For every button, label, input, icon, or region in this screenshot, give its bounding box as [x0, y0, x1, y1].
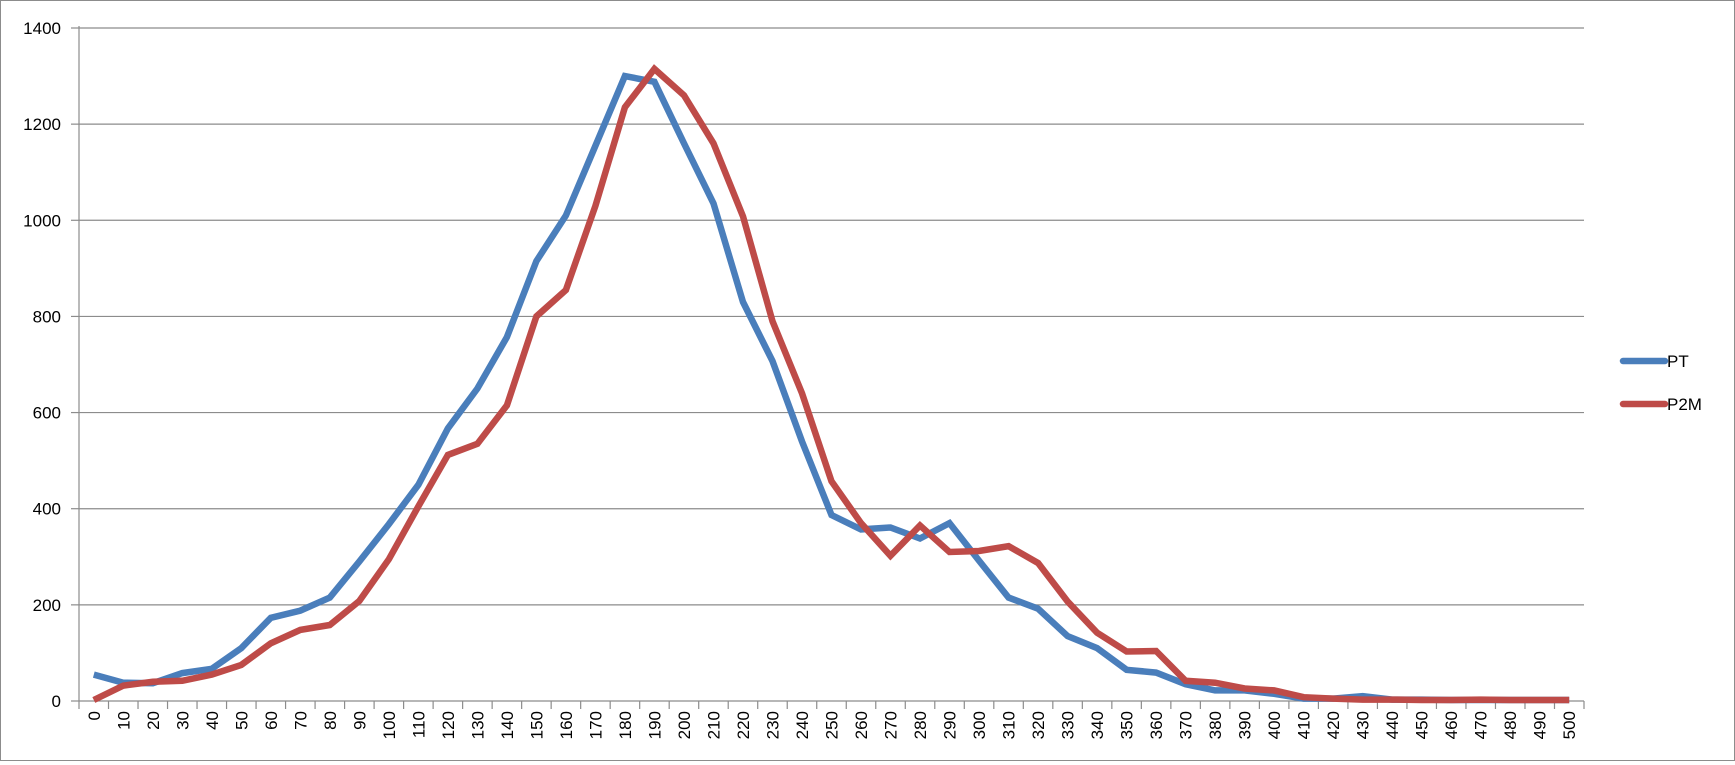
x-tick-label: 250: [823, 711, 842, 739]
x-tick-label: 280: [911, 711, 930, 739]
x-tick-label: 240: [793, 711, 812, 739]
x-tick-label: 80: [321, 711, 340, 730]
series-line-pt: [92, 72, 1570, 704]
x-tick-label: 340: [1088, 711, 1107, 739]
x-tick-label: 50: [232, 711, 251, 730]
x-tick-label: 100: [380, 711, 399, 739]
x-tick-label: 430: [1354, 711, 1373, 739]
x-tick-label: 0: [85, 711, 104, 720]
y-tick-label: 400: [33, 500, 61, 519]
x-tick-label: 470: [1472, 711, 1491, 739]
gridlines: [79, 27, 1584, 606]
x-tick-label: 140: [498, 711, 517, 739]
x-tick-label: 160: [557, 711, 576, 739]
x-tick-label: 30: [173, 711, 192, 730]
x-tick-label: 190: [645, 711, 664, 739]
x-tick-label: 330: [1059, 711, 1078, 739]
legend-label: P2M: [1667, 395, 1702, 414]
y-tick-label: 1200: [23, 115, 61, 134]
x-tick-label: 10: [114, 711, 133, 730]
x-tick-label: 350: [1118, 711, 1137, 739]
y-tick-label: 0: [52, 692, 61, 711]
x-tick-label: 210: [704, 711, 723, 739]
x-tick-label: 460: [1442, 711, 1461, 739]
series-line-p2m: [92, 64, 1570, 704]
x-tick-label: 400: [1265, 711, 1284, 739]
x-tick-label: 450: [1413, 711, 1432, 739]
x-tick-label: 90: [350, 711, 369, 730]
x-tick-label: 480: [1501, 711, 1520, 739]
x-tick-label: 420: [1324, 711, 1343, 739]
x-tick-label: 180: [616, 711, 635, 739]
y-tick-label: 200: [33, 596, 61, 615]
x-tick-label: 500: [1560, 711, 1579, 739]
x-tick-label: 20: [144, 711, 163, 730]
x-tick-label: 260: [852, 711, 871, 739]
x-tick-label: 290: [941, 711, 960, 739]
x-tick-label: 490: [1531, 711, 1550, 739]
legend: PT P2M: [1619, 352, 1702, 414]
y-tick-label: 1400: [23, 19, 61, 38]
x-tick-label: 120: [439, 711, 458, 739]
legend-label: PT: [1667, 352, 1689, 371]
x-tick-label: 40: [203, 711, 222, 730]
y-tick-label: 800: [33, 307, 61, 326]
x-tick-label: 150: [527, 711, 546, 739]
series-lines: [92, 64, 1570, 704]
x-tick-label: 390: [1236, 711, 1255, 739]
x-tick-label: 170: [586, 711, 605, 739]
x-tick-label: 230: [763, 711, 782, 739]
x-tick-label: 130: [468, 711, 487, 739]
x-tick-label: 360: [1147, 711, 1166, 739]
x-tick-label: 320: [1029, 711, 1048, 739]
x-tick-label: 270: [882, 711, 901, 739]
x-tick-label: 60: [262, 711, 281, 730]
x-tick-label: 310: [1000, 711, 1019, 739]
x-tick-label: 370: [1177, 711, 1196, 739]
x-tick-label: 410: [1295, 711, 1314, 739]
x-tick-label: 380: [1206, 711, 1225, 739]
x-tick-label: 300: [970, 711, 989, 739]
y-tick-label: 1000: [23, 211, 61, 230]
x-tick-label: 110: [409, 711, 428, 738]
x-tick-label: 220: [734, 711, 753, 739]
x-tick-label: 440: [1383, 711, 1402, 739]
x-tick-label: 200: [675, 711, 694, 739]
y-tick-label: 600: [33, 404, 61, 423]
x-tick-label: 70: [291, 711, 310, 730]
